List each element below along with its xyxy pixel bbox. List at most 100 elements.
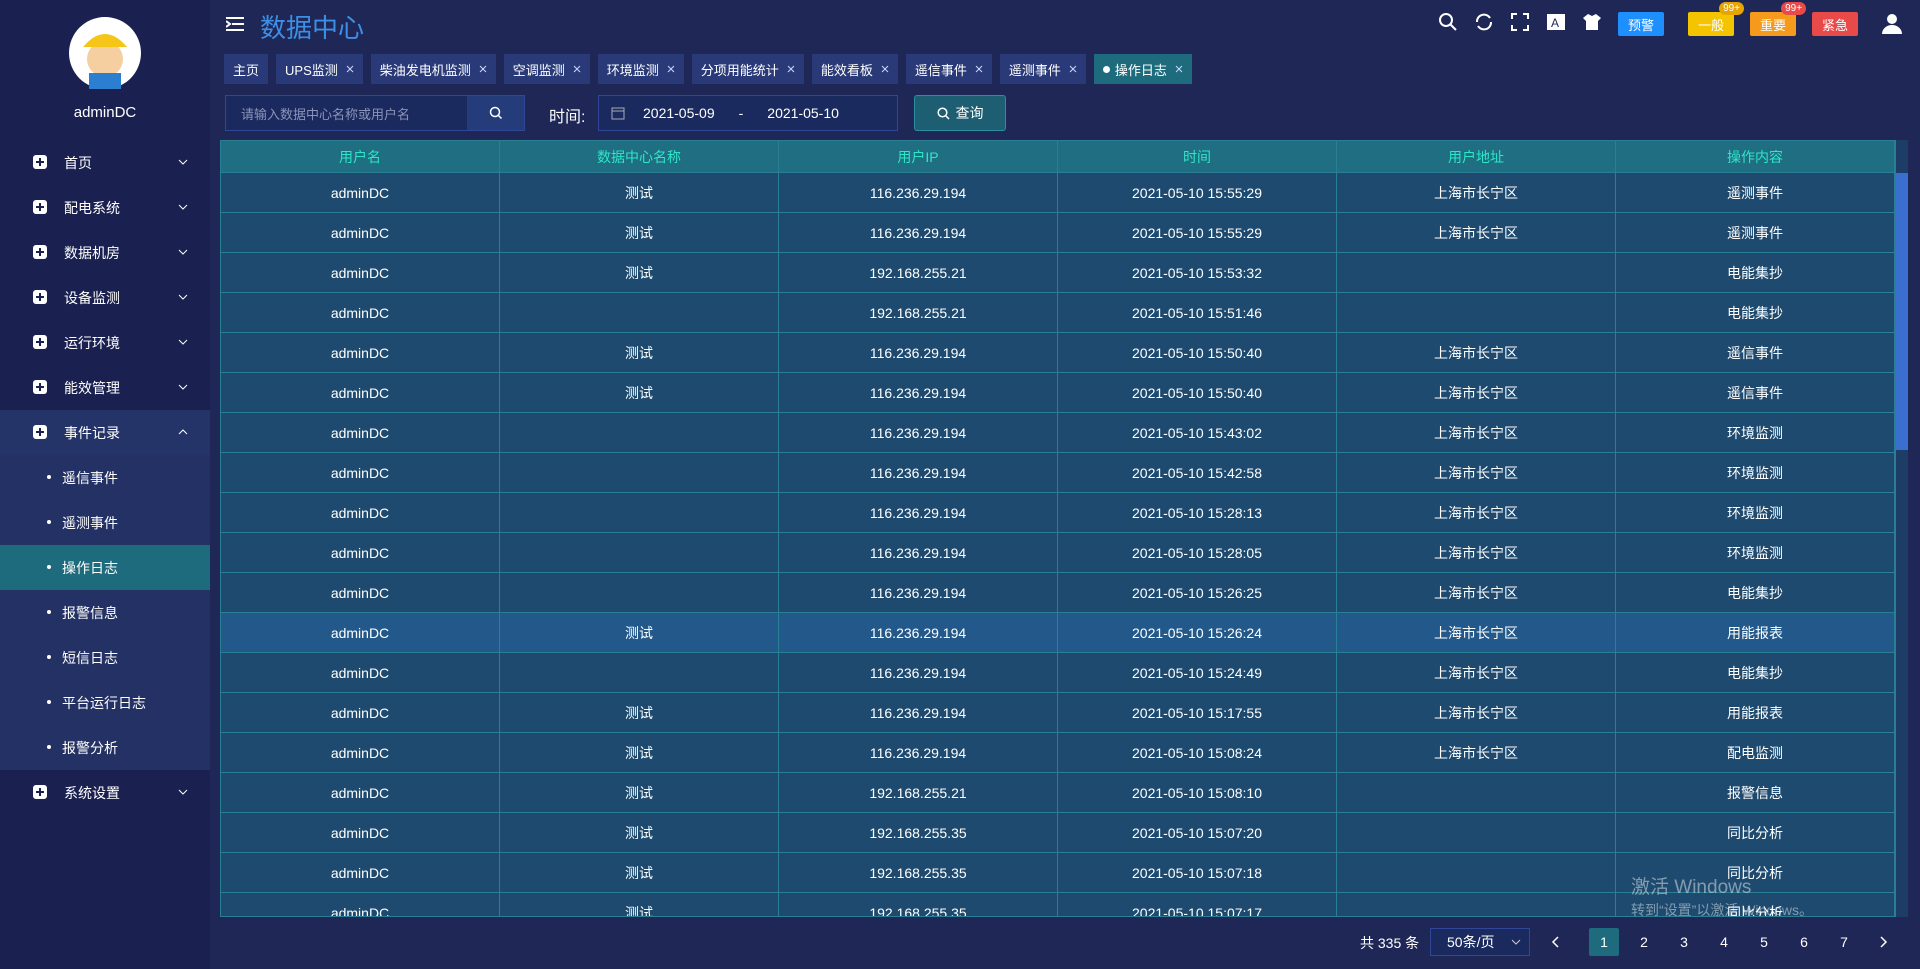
tab[interactable]: 环境监测 bbox=[597, 54, 684, 84]
table-row[interactable]: adminDC 测试 116.236.29.194 2021-05-10 15:17:… bbox=[221, 693, 1895, 733]
table-cell: 2021-05-10 15:26:24 bbox=[1058, 613, 1337, 652]
table-row[interactable]: adminDC 测试 116.236.29.194 2021-05-10 15:55:… bbox=[221, 173, 1895, 213]
table-cell: 上海市长宁区 bbox=[1337, 373, 1616, 412]
tab[interactable]: UPS监测 bbox=[276, 54, 363, 84]
table-row[interactable]: adminDC 测试 116.236.29.194 2021-05-10 15:08:… bbox=[221, 733, 1895, 773]
tab[interactable]: 柴油发电机监测 bbox=[370, 54, 496, 84]
table-cell: 2021-05-10 15:53:32 bbox=[1058, 253, 1337, 292]
search-button[interactable] bbox=[467, 96, 524, 130]
table-row[interactable]: adminDC 测试 116.236.29.194 2021-05-10 15:26:… bbox=[221, 613, 1895, 653]
menu-item[interactable]: 能效管理 bbox=[0, 365, 210, 410]
menu-item[interactable]: 首页 bbox=[0, 140, 210, 185]
tab[interactable]: 遥测事件 bbox=[999, 54, 1086, 84]
alert-label: 重要 bbox=[1760, 17, 1787, 33]
tab-label: 主页 bbox=[233, 62, 260, 78]
menu-item[interactable]: 设备监测 bbox=[0, 275, 210, 320]
tab-label: 分项用能统计 bbox=[700, 62, 779, 78]
menu-toggle[interactable] bbox=[226, 16, 244, 32]
tab[interactable]: 主页 bbox=[224, 54, 269, 84]
alert-label: 紧急 bbox=[1822, 17, 1849, 33]
table-cell: adminDC bbox=[221, 893, 500, 916]
menu-item[interactable]: 数据机房 bbox=[0, 230, 210, 275]
table-cell: 环境监测 bbox=[1616, 453, 1895, 492]
table-row[interactable]: adminDC 测试 116.236.29.194 2021-05-10 15:50:… bbox=[221, 373, 1895, 413]
table-cell: 配电监测 bbox=[1616, 733, 1895, 772]
menu-icon bbox=[33, 380, 47, 394]
table-cell: 192.168.255.21 bbox=[779, 773, 1058, 812]
menu-item[interactable]: 运行环境 bbox=[0, 320, 210, 365]
table-row[interactable]: adminDC 测试 192.168.255.35 2021-05-10 15:07:… bbox=[221, 893, 1895, 916]
menu-item[interactable]: 平台运行日志 bbox=[0, 680, 210, 725]
tab[interactable]: 操作日志 bbox=[1093, 54, 1192, 84]
scroll-thumb[interactable] bbox=[1896, 173, 1908, 450]
page-button[interactable]: 6 bbox=[1800, 934, 1808, 950]
menu-item[interactable]: 遥测事件 bbox=[0, 500, 210, 545]
search-icon[interactable] bbox=[1438, 12, 1458, 32]
tab-close bbox=[1175, 65, 1183, 73]
table-cell: adminDC bbox=[221, 853, 500, 892]
menu-label: 操作日志 bbox=[62, 559, 118, 576]
table-cell: 2021-05-10 15:26:25 bbox=[1058, 573, 1337, 612]
table-row[interactable]: adminDC 测试 192.168.255.35 2021-05-10 15:07:… bbox=[221, 853, 1895, 893]
page-button[interactable]: 2 bbox=[1640, 934, 1648, 950]
table-cell: 192.168.255.21 bbox=[779, 253, 1058, 292]
bullet bbox=[47, 610, 51, 614]
fullscreen-icon[interactable] bbox=[1510, 12, 1530, 32]
table-cell: 116.236.29.194 bbox=[779, 413, 1058, 452]
table-row[interactable]: adminDC 116.236.29.194 2021-05-10 15:42:58… bbox=[221, 453, 1895, 493]
menu-item[interactable]: 遥信事件 bbox=[0, 455, 210, 500]
table-row[interactable]: adminDC 116.236.29.194 2021-05-10 15:28:05… bbox=[221, 533, 1895, 573]
menu-item[interactable]: 报警信息 bbox=[0, 590, 210, 635]
table-cell: adminDC bbox=[221, 293, 500, 332]
menu-item[interactable]: 配电系统 bbox=[0, 185, 210, 230]
table-cell: adminDC bbox=[221, 613, 500, 652]
table-row[interactable]: adminDC 116.236.29.194 2021-05-10 15:28:13… bbox=[221, 493, 1895, 533]
tab[interactable]: 空调监测 bbox=[503, 54, 590, 84]
refresh-icon[interactable] bbox=[1474, 12, 1494, 32]
tab[interactable]: 分项用能统计 bbox=[691, 54, 804, 84]
page-size[interactable]: 50条/页 bbox=[1430, 928, 1530, 956]
tab[interactable]: 能效看板 bbox=[811, 54, 898, 84]
page-button[interactable]: 3 bbox=[1680, 934, 1688, 950]
table-row[interactable]: adminDC 测试 192.168.255.21 2021-05-10 15:53:… bbox=[221, 253, 1895, 293]
table-row[interactable]: adminDC 116.236.29.194 2021-05-10 15:26:25… bbox=[221, 573, 1895, 613]
table-row[interactable]: adminDC 116.236.29.194 2021-05-10 15:24:49… bbox=[221, 653, 1895, 693]
theme-icon[interactable] bbox=[1582, 12, 1602, 32]
query-button[interactable]: 查询 bbox=[914, 95, 1006, 131]
page-button[interactable]: 1 bbox=[1589, 928, 1619, 956]
table-cell: 上海市长宁区 bbox=[1337, 693, 1616, 732]
translate-icon[interactable]: A bbox=[1546, 12, 1566, 32]
table-row[interactable]: adminDC 测试 192.168.255.35 2021-05-10 15:07:… bbox=[221, 813, 1895, 853]
menu-item[interactable]: 事件记录 bbox=[0, 410, 210, 455]
table-cell: 2021-05-10 15:55:29 bbox=[1058, 213, 1337, 252]
table-row[interactable]: adminDC 116.236.29.194 2021-05-10 15:43:02… bbox=[221, 413, 1895, 453]
table-row[interactable]: adminDC 192.168.255.21 2021-05-10 15:51:46… bbox=[221, 293, 1895, 333]
table-row[interactable]: adminDC 测试 116.236.29.194 2021-05-10 15:55:… bbox=[221, 213, 1895, 253]
toolbar: A bbox=[1438, 12, 1602, 32]
date-range[interactable]: 2021-05-09 - 2021-05-10 bbox=[598, 95, 898, 131]
table-cell: 环境监测 bbox=[1616, 493, 1895, 532]
menu-item[interactable]: 短信日志 bbox=[0, 635, 210, 680]
page-button[interactable]: 5 bbox=[1760, 934, 1768, 950]
tab[interactable]: 遥信事件 bbox=[905, 54, 992, 84]
alert-button[interactable]: 重要 99+ bbox=[1750, 2, 1807, 36]
column-header: 时间 bbox=[1058, 141, 1337, 172]
table-row[interactable]: adminDC 测试 192.168.255.21 2021-05-10 15:08:… bbox=[221, 773, 1895, 813]
user-icon[interactable] bbox=[1882, 13, 1902, 35]
table-cell: 192.168.255.21 bbox=[779, 293, 1058, 332]
menu-item[interactable]: 系统设置 bbox=[0, 770, 210, 815]
alert-button[interactable]: 预警 bbox=[1618, 12, 1665, 36]
page-button[interactable]: 7 bbox=[1840, 934, 1848, 950]
table-row[interactable]: adminDC 测试 116.236.29.194 2021-05-10 15:50:… bbox=[221, 333, 1895, 373]
menu-item[interactable]: 操作日志 bbox=[0, 545, 210, 590]
table-cell: 2021-05-10 15:42:58 bbox=[1058, 453, 1337, 492]
menu-label: 报警分析 bbox=[62, 739, 118, 756]
alert-button[interactable]: 紧急 bbox=[1812, 12, 1859, 36]
column-header: 用户地址 bbox=[1337, 141, 1616, 172]
page-button[interactable]: 4 bbox=[1720, 934, 1728, 950]
menu-item[interactable]: 报警分析 bbox=[0, 725, 210, 770]
alert-button[interactable]: 一般 99+ bbox=[1688, 2, 1745, 36]
chevron bbox=[178, 249, 188, 255]
scrollbar[interactable] bbox=[1896, 140, 1908, 917]
search-box[interactable]: 请输入数据中心名称或用户名 bbox=[225, 95, 525, 131]
